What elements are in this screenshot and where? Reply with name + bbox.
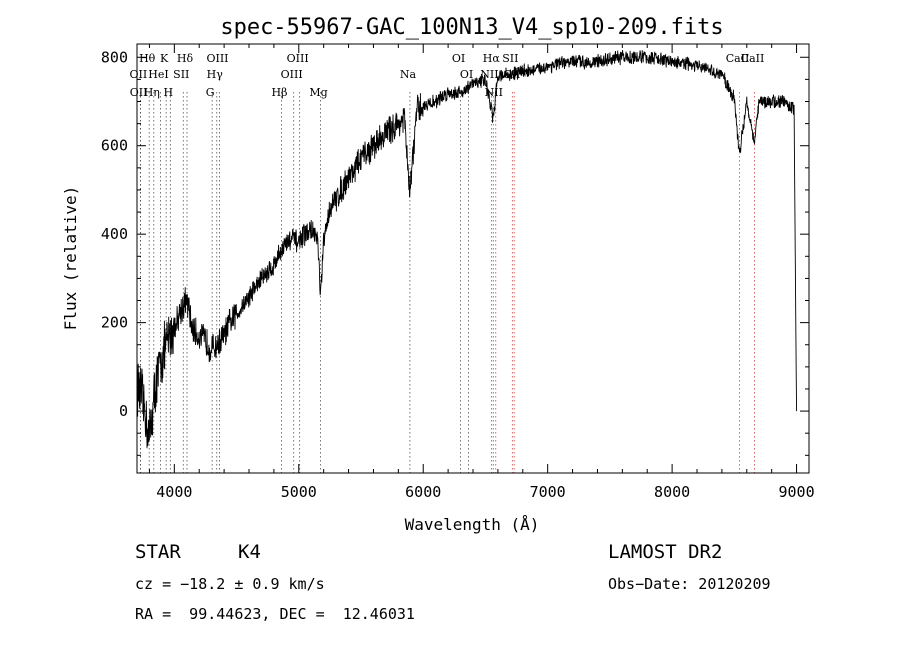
observation-date: Obs−Date: 20120209 [608, 575, 771, 593]
line-label: Na [400, 68, 417, 81]
line-label: Hγ [207, 68, 224, 81]
line-label: Hδ [177, 52, 194, 65]
redshift-cz: cz = −18.2 ± 0.9 km/s [135, 575, 325, 593]
y-tick-label: 400 [101, 225, 128, 243]
line-label: HeI [148, 68, 168, 81]
line-label: K [160, 52, 169, 65]
line-label: SII [173, 68, 189, 81]
sky-coordinates: RA = 99.44623, DEC = 12.46031 [135, 605, 415, 623]
spectrum-line [136, 49, 798, 449]
line-label: OIII [206, 52, 228, 65]
line-label: OII [130, 86, 148, 99]
line-label: Hα [483, 52, 501, 65]
line-label: G [206, 86, 215, 99]
line-label: Hβ [272, 86, 288, 99]
x-axis-label: Wavelength (Å) [405, 515, 540, 534]
line-label: CaII [726, 52, 750, 65]
line-label: OIII [287, 52, 309, 65]
x-tick-label: 9000 [778, 483, 814, 501]
y-axis-label: Flux (relative) [61, 186, 80, 331]
line-label: SII [502, 52, 518, 65]
y-tick-label: 600 [101, 137, 128, 155]
line-label: OII [130, 68, 148, 81]
x-tick-label: 6000 [405, 483, 441, 501]
object-subclass: K4 [238, 541, 261, 563]
line-label: Hθ [139, 52, 156, 65]
survey-name: LAMOST DR2 [608, 541, 723, 563]
x-tick-label: 4000 [156, 483, 192, 501]
x-tick-label: 5000 [281, 483, 317, 501]
object-class: STAR [135, 541, 181, 563]
y-tick-label: 800 [101, 48, 128, 66]
line-label: CaII [741, 52, 765, 65]
axis-ticks: 4000 5000 6000 7000 8000 9000 0 200 400 600 800 [101, 44, 815, 501]
chart-title: spec-55967-GAC_100N13_V4_sp10-209.fits [220, 15, 723, 40]
y-tick-label: 200 [101, 314, 128, 332]
x-tick-label: 8000 [654, 483, 690, 501]
line-label: OI [452, 52, 465, 65]
x-tick-label: 7000 [530, 483, 566, 501]
plot-frame [136, 43, 810, 474]
line-label: Mg [309, 86, 327, 99]
series-layer [136, 49, 798, 449]
line-label: OI [460, 68, 473, 81]
y-tick-label: 0 [119, 402, 128, 420]
line-label: OIII [281, 68, 303, 81]
line-label: H [164, 86, 174, 99]
line-label: Hη [144, 86, 160, 99]
